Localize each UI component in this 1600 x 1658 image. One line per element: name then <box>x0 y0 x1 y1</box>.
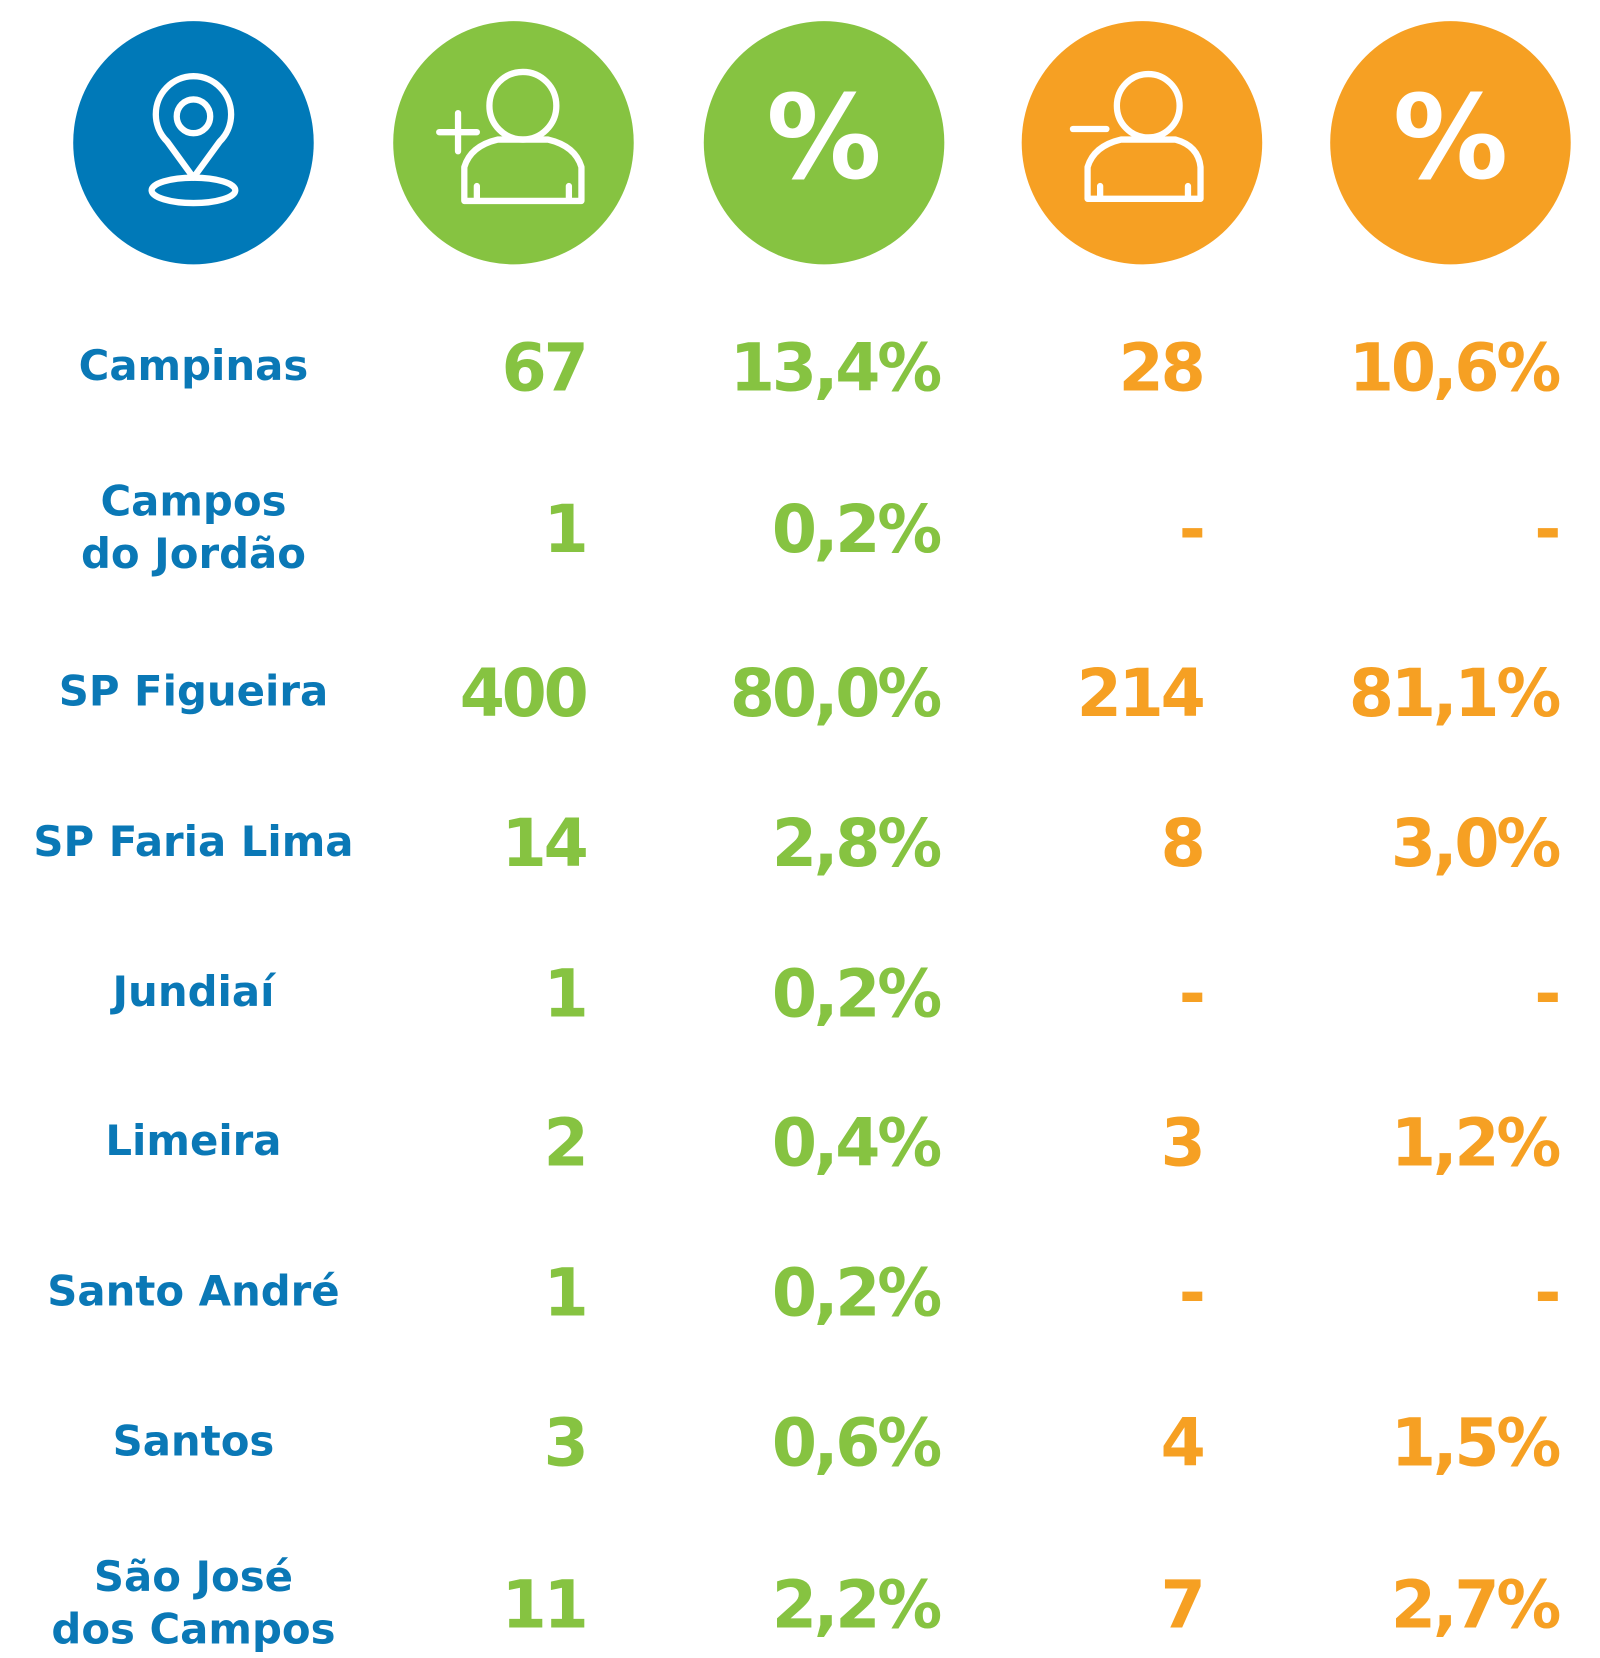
table-row: São José dos Campos 11 2,2% 7 2,7% <box>51 1551 1563 1653</box>
table-row: Santos 3 0,6% 4 1,5% <box>113 1405 1564 1481</box>
header: % % <box>73 21 1571 265</box>
cell-exits-pct: 1,2% <box>1391 1105 1560 1181</box>
cell-hires: 1 <box>544 492 586 568</box>
location-name: São José dos Campos <box>51 1551 335 1653</box>
cell-exits-pct: - <box>1534 492 1558 568</box>
location-name: Santo André <box>47 1266 339 1315</box>
cell-hires: 14 <box>502 806 587 882</box>
exits-pct-circle <box>1330 21 1571 265</box>
location-name: Santos <box>113 1416 275 1465</box>
cell-hires: 400 <box>460 656 587 732</box>
cell-exits: 7 <box>1161 1567 1203 1643</box>
cell-hires-pct: 2,8% <box>772 806 941 882</box>
cell-hires-pct: 0,6% <box>772 1405 941 1481</box>
cell-exits: 28 <box>1119 330 1203 406</box>
name-line: Jundiaí <box>110 966 277 1015</box>
exits-icon <box>1069 70 1204 202</box>
table-row: Campos do Jordão 1 0,2% - - <box>81 476 1561 578</box>
location-icon <box>148 73 239 207</box>
cell-hires-pct: 0,4% <box>772 1105 941 1181</box>
table-row: SP Faria Lima 14 2,8% 8 3,0% <box>33 806 1563 882</box>
cell-exits: 214 <box>1077 656 1204 732</box>
cell-exits-pct: 2,7% <box>1391 1567 1560 1643</box>
cell-hires-pct: 2,2% <box>772 1567 941 1643</box>
cell-hires: 1 <box>544 1255 586 1331</box>
name-line: Limeira <box>105 1115 281 1164</box>
cell-hires: 11 <box>502 1567 586 1643</box>
cell-hires-pct: 0,2% <box>772 956 941 1032</box>
cell-exits: - <box>1179 1255 1203 1331</box>
location-name: SP Faria Lima <box>33 816 353 865</box>
name-line: Santos <box>113 1416 275 1465</box>
location-circle <box>73 21 314 265</box>
cell-exits: - <box>1179 492 1203 568</box>
location-name: Jundiaí <box>110 966 277 1015</box>
cell-hires: 1 <box>544 956 586 1032</box>
percent-symbol: % <box>1393 71 1508 206</box>
name-line: SP Figueira <box>59 666 328 715</box>
cell-exits-pct: - <box>1534 1255 1558 1331</box>
cell-exits-pct: 1,5% <box>1391 1405 1560 1481</box>
cell-exits: - <box>1179 956 1203 1032</box>
location-name: SP Figueira <box>59 666 328 715</box>
table-row: SP Figueira 400 80,0% 214 81,1% <box>59 656 1563 732</box>
cell-hires-pct: 0,2% <box>772 492 941 568</box>
name-line: do Jordão <box>81 529 306 578</box>
cell-exits-pct: - <box>1534 956 1558 1032</box>
table-row: Santo André 1 0,2% - - <box>47 1255 1561 1331</box>
location-name: Campinas <box>79 340 309 389</box>
name-line: Campinas <box>79 340 309 389</box>
table: Campinas 67 13,4% 28 10,6%Campos do Jordão 1 0,… <box>33 330 1564 1653</box>
hires-pct-circle <box>703 21 945 265</box>
table-row: Jundiaí 1 0,2% - - <box>110 956 1562 1032</box>
cell-exits-pct: 10,6% <box>1349 330 1560 406</box>
cell-hires: 3 <box>544 1405 586 1481</box>
location-name: Campos do Jordão <box>81 476 306 578</box>
name-line: Santo André <box>47 1266 339 1315</box>
percent-symbol: % <box>766 71 881 206</box>
cell-exits: 4 <box>1161 1405 1204 1481</box>
cell-hires-pct: 0,2% <box>772 1255 941 1331</box>
cell-exits: 3 <box>1161 1105 1203 1181</box>
cell-exits-pct: 3,0% <box>1391 806 1560 882</box>
cell-exits-pct: 81,1% <box>1349 656 1560 732</box>
cell-hires: 67 <box>502 330 586 406</box>
cell-hires: 2 <box>544 1105 586 1181</box>
table-row: Campinas 67 13,4% 28 10,6% <box>79 330 1563 406</box>
hires-icon <box>436 68 585 205</box>
table-row: Limeira 2 0,4% 3 1,2% <box>105 1105 1563 1181</box>
name-line: dos Campos <box>51 1604 335 1653</box>
name-line: SP Faria Lima <box>33 816 353 865</box>
location-name: Limeira <box>105 1115 281 1164</box>
cell-hires-pct: 80,0% <box>730 656 941 732</box>
cell-exits: 8 <box>1161 806 1203 882</box>
name-line: Campos <box>100 476 286 525</box>
name-line: São José <box>94 1551 293 1600</box>
cell-hires-pct: 13,4% <box>730 330 941 406</box>
